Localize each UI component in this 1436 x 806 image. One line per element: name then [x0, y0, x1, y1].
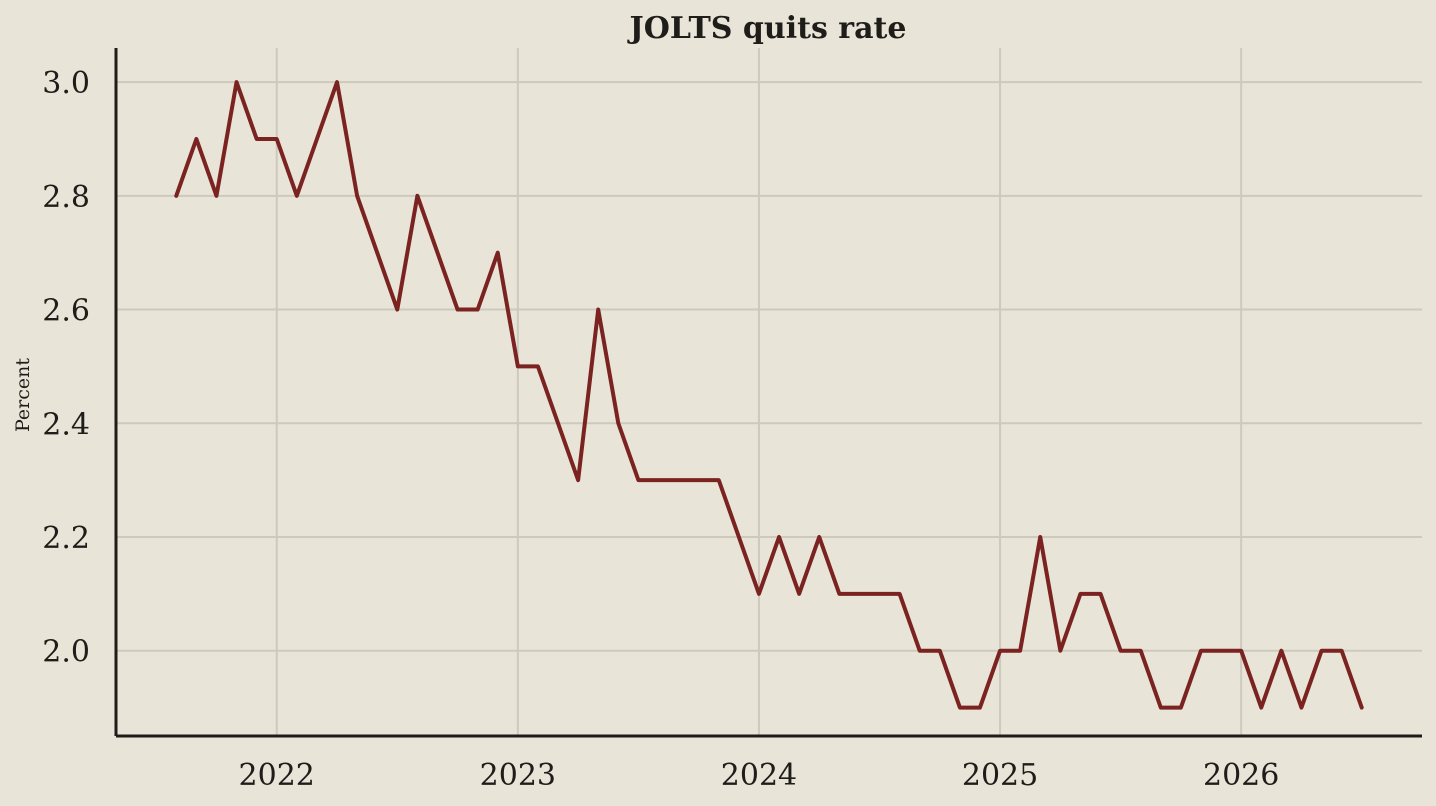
series-layer: [174, 80, 1364, 710]
y-tick-label: 2.6: [42, 294, 90, 329]
x-tick-label: 2023: [480, 758, 556, 793]
y-tick-label: 2.0: [42, 635, 90, 670]
y-tick-label: 2.2: [42, 521, 90, 556]
grid: [116, 48, 1422, 736]
y-axis-label: Percent: [12, 358, 34, 432]
x-tick-label: 2022: [239, 758, 315, 793]
y-tick-label: 2.4: [42, 407, 90, 442]
x-tick-label: 2026: [1203, 758, 1279, 793]
y-tick-label: 3.0: [42, 66, 90, 101]
quits-rate-line: [174, 80, 1364, 710]
axes: [114, 48, 1422, 738]
x-tick-label: 2024: [721, 758, 797, 793]
chart-title: JOLTS quits rate: [627, 11, 907, 46]
x-tick-label: 2025: [962, 758, 1038, 793]
y-tick-label: 2.8: [42, 180, 90, 215]
tick-labels: 2.0 2.2 2.4 2.6 2.8 3.0 2022 2023 2024 2025 2026: [42, 66, 1279, 793]
